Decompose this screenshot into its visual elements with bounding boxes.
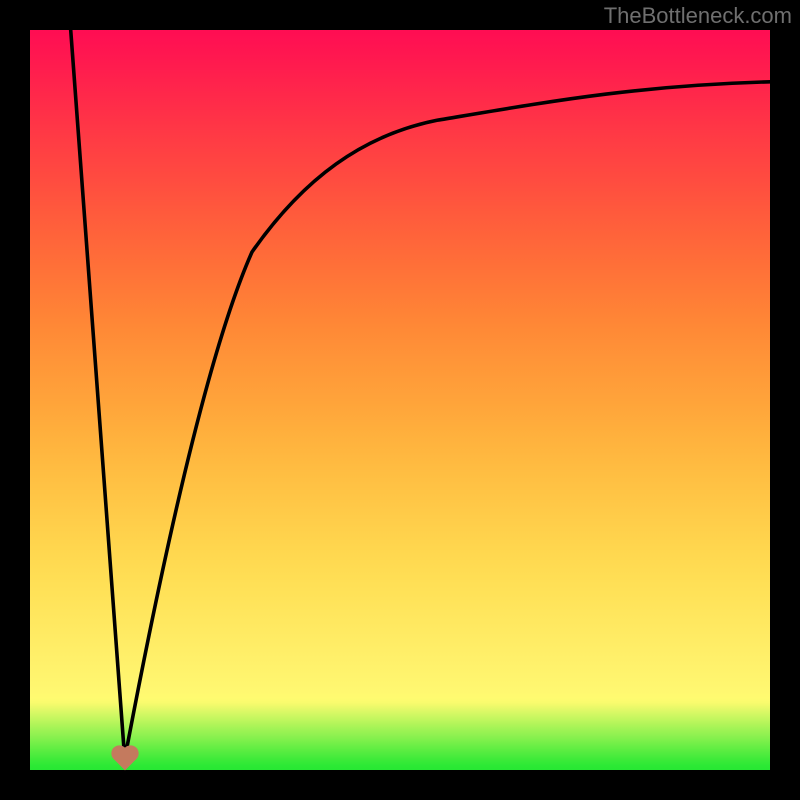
plot-area [30, 30, 770, 770]
bottleneck-curve [30, 30, 770, 770]
curve-path [71, 30, 770, 759]
watermark-text: TheBottleneck.com [604, 3, 792, 29]
chart-frame: TheBottleneck.com [0, 0, 800, 800]
